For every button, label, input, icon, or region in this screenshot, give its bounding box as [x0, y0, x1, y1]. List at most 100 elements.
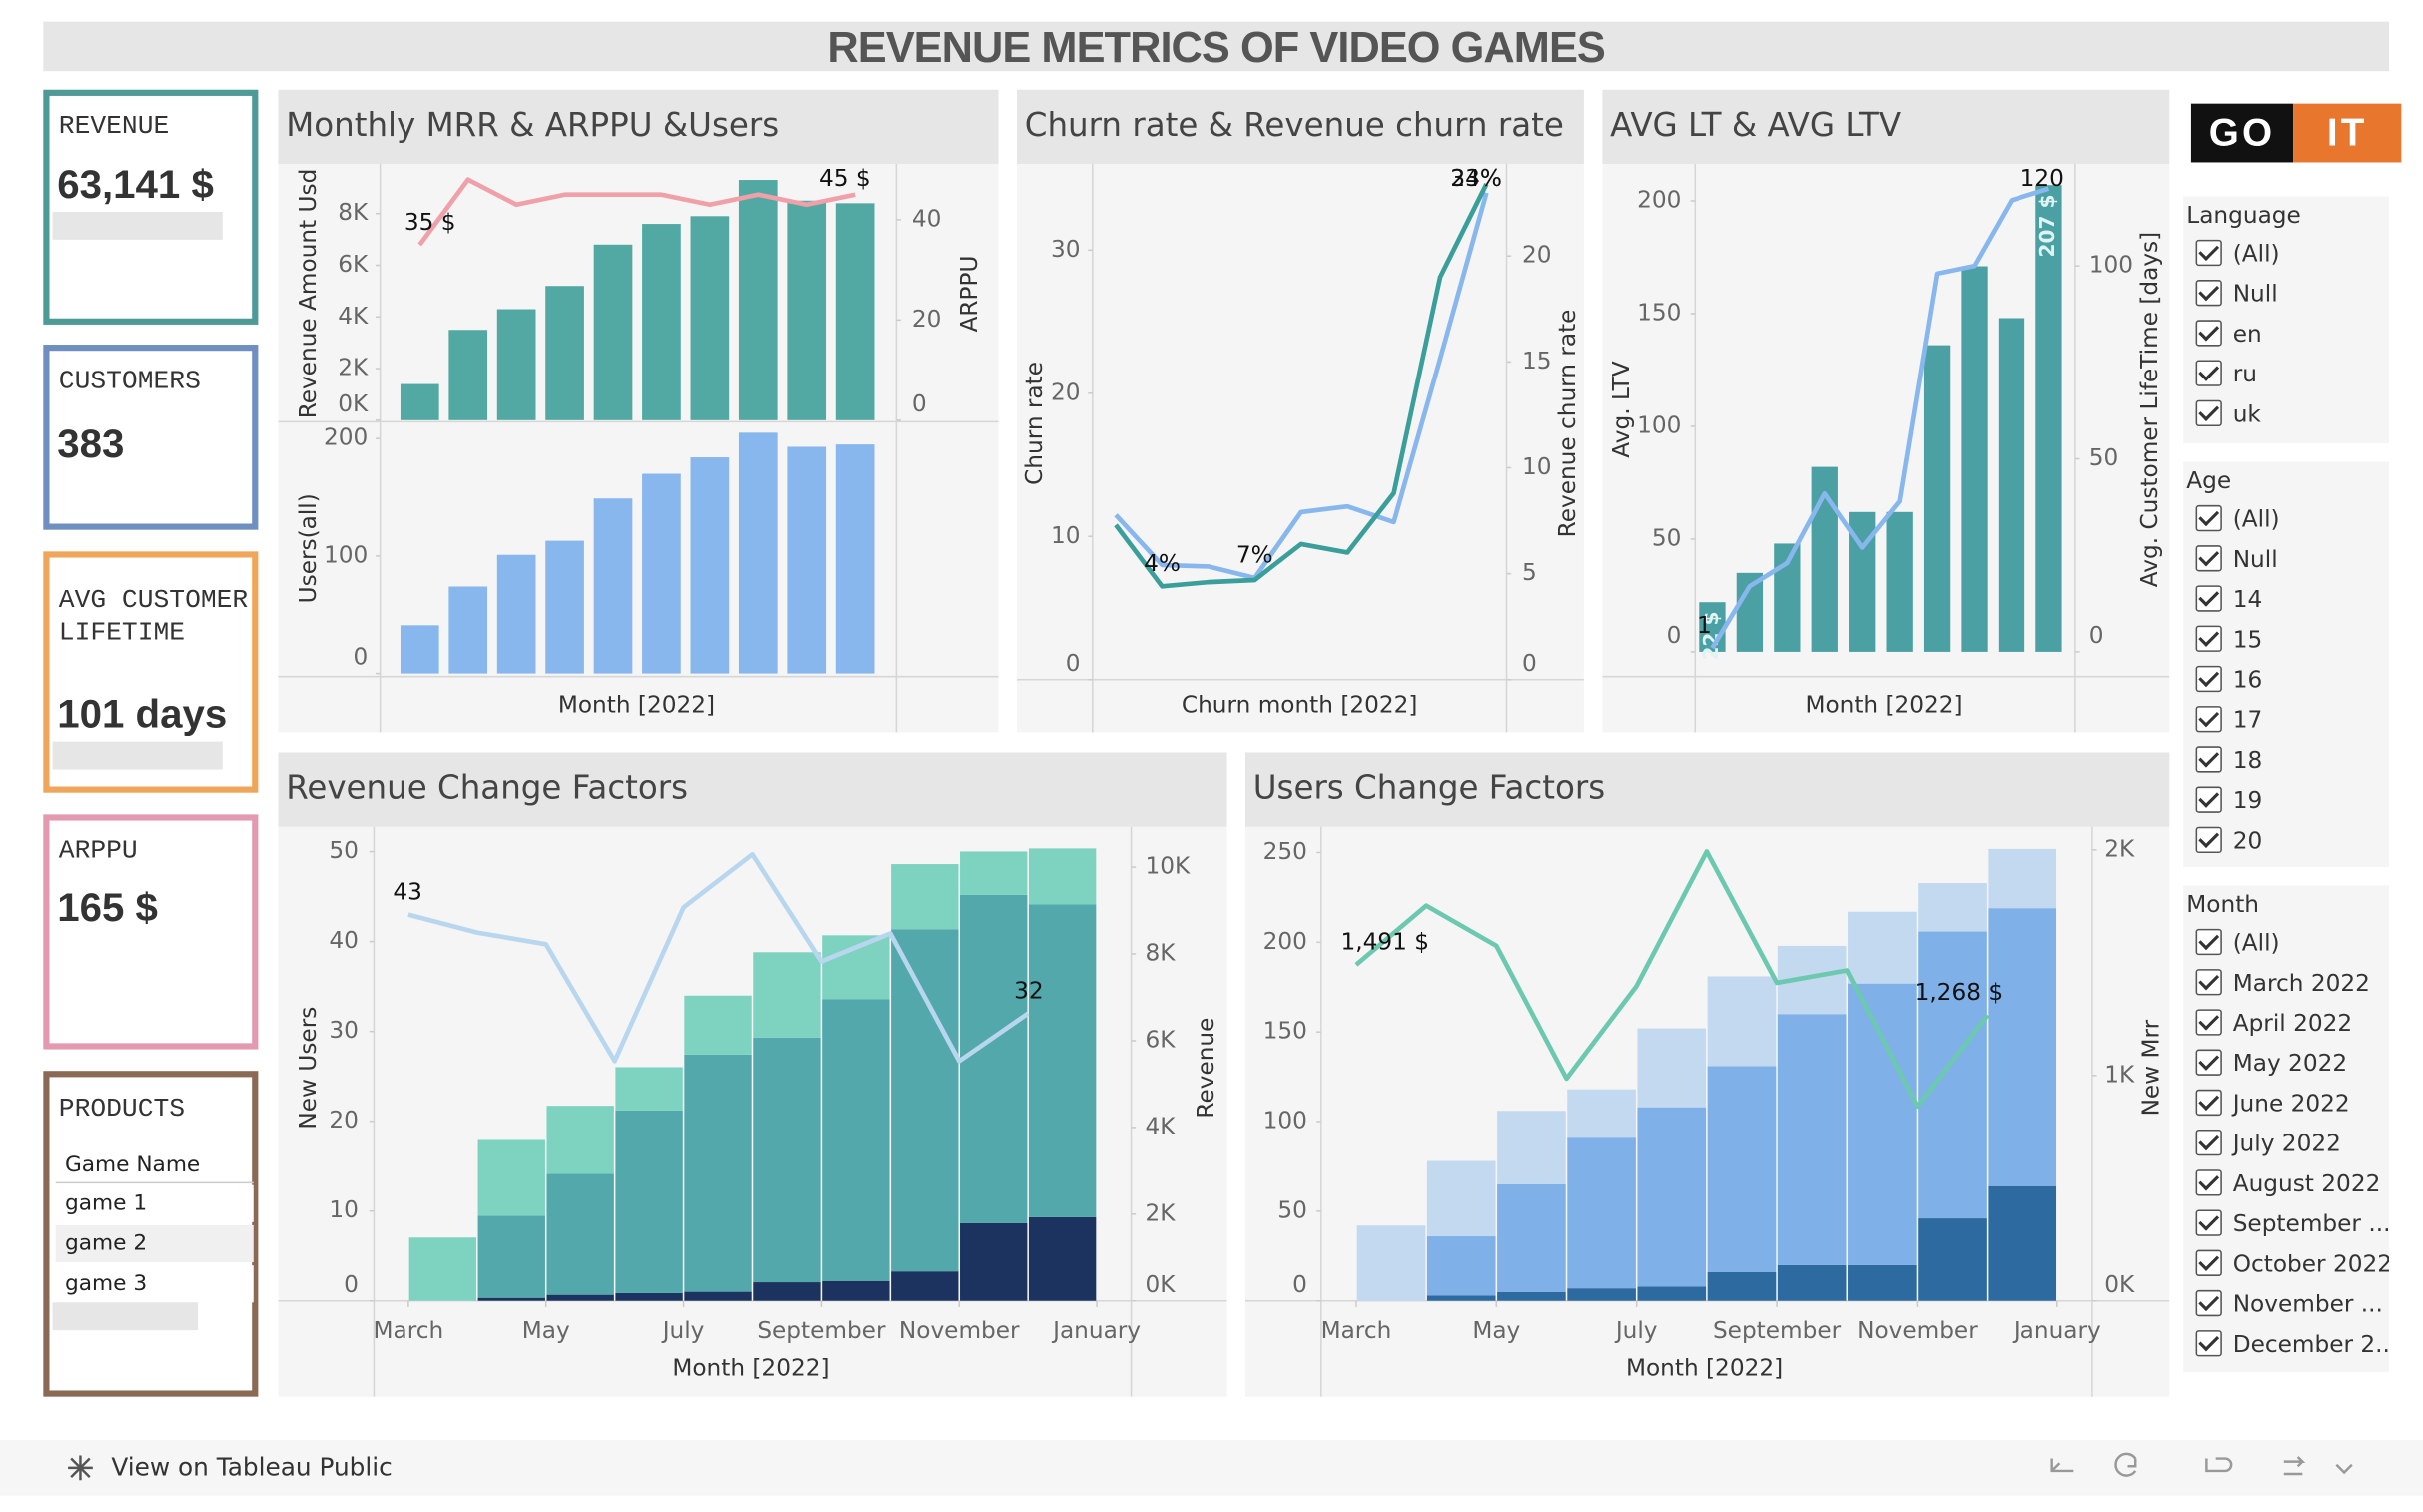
- checkbox[interactable]: [2195, 280, 2222, 307]
- y2-axis-title: Avg. Customer LifeTime [days]: [2136, 232, 2163, 587]
- y-tick-label: 0: [353, 644, 368, 671]
- filter-option[interactable]: 16: [2195, 664, 2263, 695]
- filter-option[interactable]: 19: [2195, 785, 2263, 816]
- filter-option[interactable]: October 2022: [2195, 1248, 2389, 1279]
- checkbox[interactable]: [2195, 1009, 2222, 1036]
- bar: [684, 1054, 752, 1292]
- checkbox[interactable]: [2195, 239, 2222, 267]
- checkbox[interactable]: [2195, 969, 2222, 996]
- filter-option[interactable]: en: [2195, 319, 2262, 350]
- y-tick-label: 0: [1066, 650, 1081, 677]
- y2-axis-title: Revenue: [1193, 1018, 1219, 1119]
- checkbox[interactable]: [2195, 1169, 2222, 1196]
- y-tick-label: 0K: [338, 390, 369, 417]
- x-tick-label: July: [661, 1317, 705, 1344]
- filter-option-label[interactable]: 17: [2232, 706, 2263, 734]
- filter-option-label[interactable]: December 2...: [2232, 1330, 2389, 1358]
- filter-option-label[interactable]: Null: [2232, 280, 2278, 308]
- checkbox[interactable]: [2195, 1289, 2222, 1317]
- filter-option-label[interactable]: April 2022: [2232, 1009, 2353, 1038]
- x-axis-title: Month [2022]: [1626, 1354, 1783, 1381]
- checkbox[interactable]: [2195, 504, 2222, 532]
- filter-option-label[interactable]: March 2022: [2232, 969, 2370, 997]
- filter-option[interactable]: December 2...: [2195, 1329, 2389, 1360]
- filter-option-label[interactable]: June 2022: [2232, 1089, 2350, 1118]
- checkbox[interactable]: [2195, 1249, 2222, 1276]
- y-tick-label: 8K: [338, 199, 369, 226]
- filter-option[interactable]: (All): [2195, 927, 2280, 958]
- checkbox[interactable]: [2195, 1049, 2222, 1076]
- filter-option-label[interactable]: (All): [2232, 928, 2280, 957]
- filter-option[interactable]: November ...: [2195, 1288, 2383, 1319]
- filter-option[interactable]: Null: [2195, 544, 2278, 575]
- bar: [835, 444, 875, 674]
- filter-option[interactable]: August 2022: [2195, 1168, 2381, 1199]
- filter-option-label[interactable]: September ...: [2232, 1209, 2389, 1238]
- kpi-label: ARPPU: [58, 837, 138, 867]
- dashboard-title: REVENUE METRICS OF VIDEO GAMES: [827, 23, 1605, 72]
- filter-option[interactable]: ru: [2195, 359, 2257, 389]
- filter-option-label[interactable]: Null: [2232, 545, 2278, 574]
- filter-option-label[interactable]: November ...: [2232, 1289, 2383, 1318]
- checkbox[interactable]: [2195, 1330, 2222, 1357]
- filter-option[interactable]: 15: [2195, 624, 2263, 655]
- filter-option[interactable]: 18: [2195, 745, 2263, 776]
- checkbox[interactable]: [2195, 746, 2222, 773]
- line: [407, 851, 1030, 1064]
- filter-option-label[interactable]: uk: [2232, 399, 2261, 428]
- checkbox[interactable]: [2195, 360, 2222, 386]
- checkbox[interactable]: [2195, 399, 2222, 427]
- filter-option-label[interactable]: ru: [2232, 360, 2257, 388]
- checkbox[interactable]: [2195, 928, 2222, 956]
- y-tick-label: 6K: [338, 251, 369, 278]
- y2-tick-label: 100: [2089, 252, 2133, 279]
- filter-title: Age: [2186, 466, 2232, 495]
- filter-option[interactable]: Null: [2195, 278, 2278, 309]
- checkbox[interactable]: [2195, 786, 2222, 813]
- filter-option[interactable]: (All): [2195, 503, 2280, 534]
- filter-option[interactable]: 14: [2195, 584, 2263, 615]
- filter-option[interactable]: 17: [2195, 705, 2263, 736]
- checkbox[interactable]: [2195, 1129, 2222, 1156]
- checkbox[interactable]: [2195, 545, 2222, 572]
- filter-option-label[interactable]: July 2022: [2232, 1129, 2341, 1157]
- bar: [1707, 1271, 1777, 1301]
- checkbox[interactable]: [2195, 665, 2222, 693]
- logo-right: IT: [2293, 103, 2402, 163]
- checkbox[interactable]: [2195, 1089, 2222, 1117]
- filter-option-label[interactable]: 18: [2232, 746, 2263, 775]
- filter-option-label[interactable]: 14: [2232, 585, 2263, 614]
- filter-option-label[interactable]: 19: [2232, 786, 2263, 815]
- footer: View on Tableau Public: [0, 1439, 2423, 1496]
- filter-option[interactable]: (All): [2195, 238, 2280, 269]
- checkbox[interactable]: [2195, 320, 2222, 347]
- checkbox[interactable]: [2195, 706, 2222, 733]
- checkbox[interactable]: [2195, 826, 2222, 854]
- filter-option-label[interactable]: August 2022: [2232, 1169, 2381, 1198]
- bar: [593, 244, 633, 420]
- filter-option-label[interactable]: 16: [2232, 665, 2263, 694]
- filter-option[interactable]: April 2022: [2195, 1008, 2353, 1039]
- filter-option[interactable]: July 2022: [2195, 1128, 2341, 1158]
- y-tick-label: 20: [1051, 378, 1081, 405]
- filter-option[interactable]: 20: [2195, 825, 2263, 856]
- filter-option-label[interactable]: (All): [2232, 239, 2280, 268]
- filter-option-label[interactable]: 15: [2232, 625, 2263, 654]
- filter-option[interactable]: March 2022: [2195, 968, 2370, 999]
- checkbox[interactable]: [2195, 585, 2222, 612]
- filter-option-label[interactable]: May 2022: [2232, 1049, 2348, 1078]
- bar: [787, 200, 827, 420]
- filter-option-label[interactable]: 20: [2232, 826, 2263, 855]
- products-label: PRODUCTS: [58, 1095, 186, 1126]
- filter-option[interactable]: June 2022: [2195, 1088, 2350, 1119]
- filter-option[interactable]: September ...: [2195, 1208, 2389, 1239]
- filter-option-label[interactable]: en: [2232, 320, 2262, 349]
- filter-option-label[interactable]: October 2022: [2232, 1249, 2389, 1278]
- filter-option[interactable]: May 2022: [2195, 1048, 2348, 1079]
- filter-option-label[interactable]: (All): [2232, 504, 2280, 533]
- checkbox[interactable]: [2195, 1209, 2222, 1236]
- bar: [960, 894, 1028, 1223]
- footer-link[interactable]: View on Tableau Public: [111, 1452, 393, 1482]
- filter-option[interactable]: uk: [2195, 398, 2261, 429]
- checkbox[interactable]: [2195, 625, 2222, 652]
